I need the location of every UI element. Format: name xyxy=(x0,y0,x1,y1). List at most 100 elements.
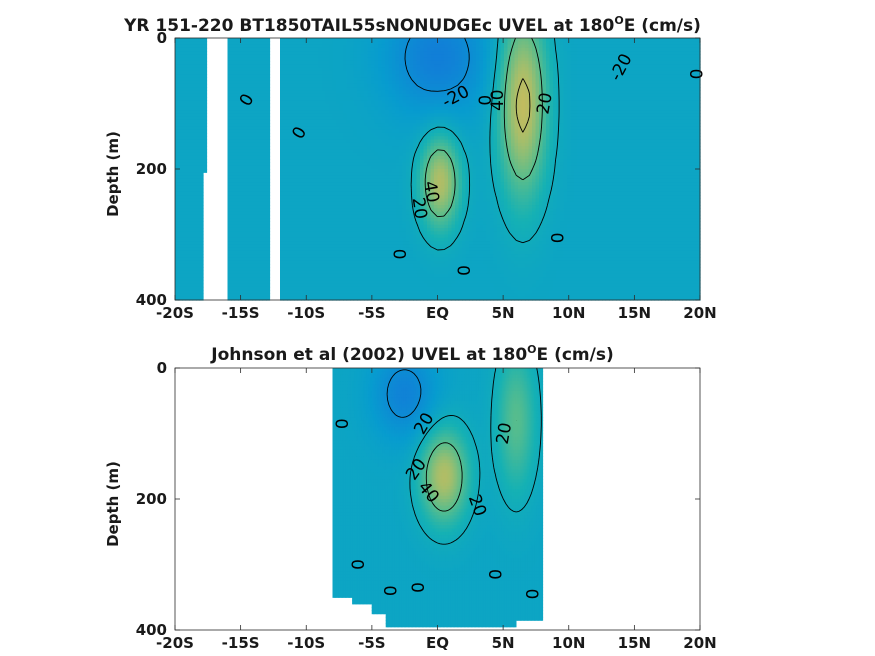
field-cell xyxy=(182,214,187,219)
field-cell xyxy=(178,74,183,78)
field-cell xyxy=(227,149,232,154)
field-cell xyxy=(238,211,243,216)
field-cell xyxy=(255,172,260,177)
field-cell xyxy=(259,224,264,229)
field-cell xyxy=(192,221,197,226)
field-cell xyxy=(178,146,183,150)
field-cell xyxy=(234,169,239,173)
field-cell xyxy=(192,247,197,252)
field-cell xyxy=(189,273,194,278)
field-cell xyxy=(245,201,250,206)
field-cell xyxy=(238,224,243,229)
field-cell xyxy=(203,149,208,154)
field-cell xyxy=(178,201,183,206)
field-cell xyxy=(185,198,190,203)
field-cell xyxy=(234,90,239,95)
field-cell xyxy=(196,273,201,278)
field-cell xyxy=(252,231,257,236)
field-cell xyxy=(178,247,183,252)
field-cell xyxy=(248,224,253,229)
field-cell xyxy=(189,290,194,295)
field-cell xyxy=(175,198,180,203)
field-cell xyxy=(175,257,180,262)
field-cell xyxy=(266,205,271,209)
field-cell xyxy=(245,182,250,186)
field-cell xyxy=(255,113,260,118)
field-cell xyxy=(234,106,239,111)
field-cell xyxy=(238,146,243,150)
field-cell xyxy=(238,54,243,59)
field-cell xyxy=(248,126,253,131)
field-cell xyxy=(266,273,271,278)
field-cell xyxy=(255,80,260,85)
field-cell xyxy=(234,293,239,298)
field-cell xyxy=(178,113,183,118)
field-cell xyxy=(175,106,180,111)
field-cell xyxy=(238,263,243,268)
field-cell xyxy=(262,149,267,154)
field-cell xyxy=(241,296,246,301)
field-cell xyxy=(234,96,239,101)
field-cell xyxy=(231,132,236,137)
field-cell xyxy=(248,169,253,173)
field-cell xyxy=(192,270,197,275)
field-cell xyxy=(262,283,267,288)
field-cell xyxy=(245,132,250,137)
field-cell xyxy=(266,231,271,236)
field-cell xyxy=(231,110,236,114)
field-cell xyxy=(192,178,197,183)
field-cell xyxy=(182,267,187,272)
field-cell xyxy=(178,162,183,167)
field-cell xyxy=(238,90,243,95)
field-cell xyxy=(266,146,271,150)
field-cell xyxy=(175,136,180,141)
field-cell xyxy=(245,126,250,131)
field-cell xyxy=(192,260,197,265)
field-cell xyxy=(178,129,183,134)
field-cell xyxy=(259,77,264,82)
field-cell xyxy=(227,57,232,62)
field-cell xyxy=(199,146,204,150)
field-cell xyxy=(227,293,232,298)
field-cell xyxy=(252,178,257,183)
field-cell xyxy=(178,165,183,170)
field-cell xyxy=(192,100,197,105)
field-cell xyxy=(185,51,190,55)
field-cell xyxy=(199,106,204,111)
field-cell xyxy=(185,277,190,281)
field-cell xyxy=(178,188,183,193)
field-cell xyxy=(203,41,208,46)
field-cell xyxy=(241,290,246,295)
field-cell xyxy=(262,273,267,278)
field-cell xyxy=(227,169,232,173)
field-cell xyxy=(178,96,183,101)
field-cell xyxy=(241,132,246,137)
field-cell xyxy=(203,54,208,59)
field-cell xyxy=(192,273,197,278)
field-cell xyxy=(199,83,204,88)
field-cell xyxy=(178,152,183,157)
field-cell xyxy=(266,100,271,105)
field-cell xyxy=(189,113,194,118)
field-cell xyxy=(189,110,194,114)
field-cell xyxy=(248,296,253,301)
field-cell xyxy=(199,188,204,193)
field-cell xyxy=(231,106,236,111)
field-cell xyxy=(196,149,201,154)
field-cell xyxy=(262,57,267,62)
field-cell xyxy=(178,290,183,295)
field-cell xyxy=(238,270,243,275)
field-cell xyxy=(248,139,253,144)
field-cell xyxy=(255,44,260,49)
field-cell xyxy=(248,136,253,141)
field-cell xyxy=(178,67,183,72)
field-cell xyxy=(238,218,243,222)
field-cell xyxy=(192,175,197,180)
field-cell xyxy=(182,293,187,298)
field-cell xyxy=(248,178,253,183)
field-cell xyxy=(175,129,180,134)
field-cell xyxy=(262,221,267,226)
field-cell xyxy=(245,250,250,255)
field-cell xyxy=(259,218,264,222)
field-cell xyxy=(175,270,180,275)
